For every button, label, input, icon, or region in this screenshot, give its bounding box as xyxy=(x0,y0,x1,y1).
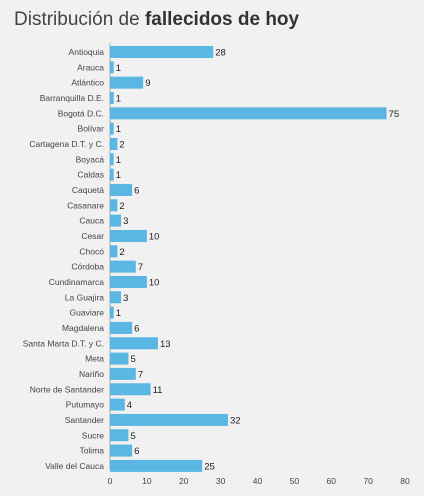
category-label: Sucre xyxy=(82,430,104,440)
bar xyxy=(110,137,118,150)
category-label: Nariño xyxy=(79,369,104,379)
value-label: 6 xyxy=(134,446,139,457)
bar xyxy=(110,444,133,457)
value-label: 1 xyxy=(116,63,121,74)
category-label: Meta xyxy=(85,354,104,364)
category-label: Arauca xyxy=(77,62,104,72)
value-label: 32 xyxy=(230,415,241,426)
x-tick-label: 50 xyxy=(290,476,300,486)
category-label: Chocó xyxy=(79,246,104,256)
category-label: Putumayo xyxy=(66,400,105,410)
bar xyxy=(110,337,158,350)
value-label: 6 xyxy=(134,323,139,334)
value-label: 7 xyxy=(138,262,143,273)
value-label: 3 xyxy=(123,293,128,304)
category-label: Santander xyxy=(65,415,104,425)
x-tick-label: 60 xyxy=(327,476,337,486)
chart-title-bold: fallecidos de hoy xyxy=(144,9,300,30)
category-label: Boyacá xyxy=(76,154,105,164)
value-label: 5 xyxy=(130,431,135,442)
category-label: La Guajira xyxy=(65,292,104,302)
x-tick-label: 30 xyxy=(216,476,226,486)
category-label: Cartagena D.T. y C. xyxy=(29,139,104,149)
bar xyxy=(110,199,118,212)
value-label: 11 xyxy=(153,385,163,396)
category-label: Cesar xyxy=(81,231,104,241)
value-label: 3 xyxy=(123,216,128,227)
value-label: 2 xyxy=(119,201,124,212)
value-label: 1 xyxy=(116,155,121,166)
value-label: 13 xyxy=(160,339,171,350)
bar xyxy=(110,245,118,258)
bar xyxy=(110,413,228,426)
value-label: 6 xyxy=(134,185,139,196)
bar xyxy=(110,46,214,58)
category-label: Cundinamarca xyxy=(49,277,105,287)
bar xyxy=(110,291,122,304)
x-tick-label: 20 xyxy=(179,476,189,486)
x-tick-label: 80 xyxy=(400,476,410,486)
value-label: 2 xyxy=(119,247,124,258)
category-label: Santa Marta D.T. y C. xyxy=(23,338,104,348)
chart-title: Distribución de fallecidos de hoy xyxy=(14,9,299,31)
bar xyxy=(110,76,144,89)
value-label: 28 xyxy=(215,48,226,59)
value-label: 9 xyxy=(145,78,150,89)
category-label: Antioquia xyxy=(69,47,105,57)
value-label: 1 xyxy=(116,93,121,104)
category-label: Barranquilla D.E. xyxy=(40,93,104,103)
value-label: 25 xyxy=(204,461,215,472)
bar xyxy=(110,214,122,227)
value-label: 10 xyxy=(149,277,160,288)
bar xyxy=(110,398,125,411)
value-label: 10 xyxy=(149,231,160,242)
bar xyxy=(110,61,114,74)
category-label: Caldas xyxy=(78,170,104,180)
bar xyxy=(110,260,136,273)
x-tick-label: 0 xyxy=(108,476,113,486)
bar xyxy=(110,183,133,196)
x-tick-label: 70 xyxy=(363,476,373,486)
value-label: 1 xyxy=(116,170,121,181)
value-label: 7 xyxy=(138,369,143,380)
x-tick-label: 10 xyxy=(142,476,152,486)
value-label: 4 xyxy=(127,400,132,411)
category-label: Magdalena xyxy=(62,323,104,333)
bar xyxy=(110,321,133,334)
category-label: Valle del Cauca xyxy=(45,461,104,471)
bar xyxy=(110,352,129,365)
category-label: Norte de Santander xyxy=(30,384,104,394)
bar xyxy=(110,91,114,104)
bar xyxy=(110,383,151,396)
category-label: Caquetá xyxy=(72,185,104,195)
category-label: Tolima xyxy=(79,446,104,456)
bar xyxy=(110,306,114,319)
category-label: Córdoba xyxy=(71,262,104,272)
value-label: 1 xyxy=(116,124,121,135)
category-label: Bogotá D.C. xyxy=(58,108,104,118)
chart-title-prefix: Distribución de xyxy=(14,9,145,30)
x-tick-label: 40 xyxy=(253,476,263,486)
bar xyxy=(110,122,114,135)
category-label: Bolívar xyxy=(78,124,105,134)
bar xyxy=(110,168,114,181)
bar xyxy=(110,107,387,120)
value-label: 1 xyxy=(116,308,121,319)
value-label: 2 xyxy=(119,139,124,150)
bar xyxy=(110,153,114,166)
bar xyxy=(110,459,203,472)
bar xyxy=(110,429,129,442)
category-label: Atlántico xyxy=(71,78,104,88)
bar xyxy=(110,275,147,288)
category-label: Casanare xyxy=(67,200,104,210)
bar xyxy=(110,229,147,242)
value-label: 75 xyxy=(389,109,400,120)
category-label: Guaviare xyxy=(70,308,105,318)
value-label: 5 xyxy=(130,354,135,365)
bar xyxy=(110,367,136,380)
category-label: Cauca xyxy=(79,216,104,226)
